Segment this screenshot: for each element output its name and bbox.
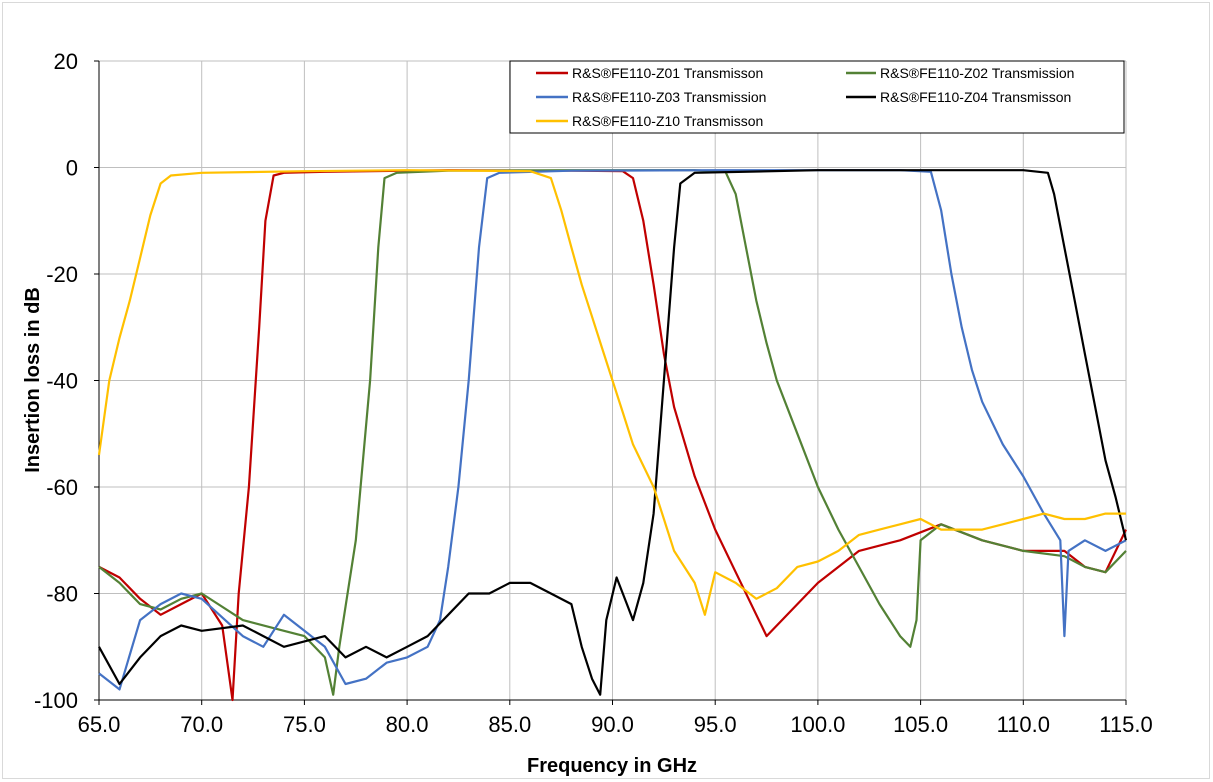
axes — [94, 60, 1127, 705]
legend-box — [509, 60, 1125, 134]
y-tick-label: 0 — [66, 156, 78, 181]
tick-labels: 65.0 70.0 75.0 80.0 85.0 90.0 95.0 100.0 105.0 11… — [34, 49, 1153, 737]
x-tick-label: 110.0 — [997, 712, 1050, 737]
gridlines — [99, 60, 1127, 700]
x-tick-label: 75.0 — [283, 712, 326, 737]
x-tick-label: 90.0 — [591, 712, 634, 737]
x-tick-label: 95.0 — [694, 712, 737, 737]
y-tick-label: -60 — [46, 475, 78, 500]
series-lines — [97, 169, 1128, 702]
x-tick-label: 85.0 — [488, 712, 531, 737]
legend-label-z10: R&S®FE110-Z10 Transmisson — [572, 113, 763, 129]
x-tick-label: 105.0 — [893, 712, 948, 737]
x-axis-title: Frequency in GHz — [527, 755, 697, 777]
legend-label-z03: R&S®FE110-Z03 Transmission — [572, 89, 766, 105]
x-tick-label: 65.0 — [78, 712, 121, 737]
legend-label-z04: R&S®FE110-Z04 Transmisson — [880, 89, 1071, 105]
x-tick-label: 80.0 — [386, 712, 429, 737]
series-line-z02 — [98, 169, 1127, 696]
x-tick-label: 100.0 — [790, 712, 845, 737]
y-tick-label: -80 — [46, 582, 78, 607]
y-tick-label: -100 — [34, 688, 78, 713]
legend: R&S®FE110-Z01 Transmisson R&S®FE110-Z02 … — [509, 60, 1125, 134]
legend-label-z01: R&S®FE110-Z01 Transmisson — [572, 65, 763, 81]
series-line-z03 — [98, 169, 1127, 691]
series-line-z04 — [98, 169, 1128, 696]
y-tick-label: 20 — [54, 49, 78, 74]
y-axis-title: Insertion loss in dB — [22, 287, 44, 473]
y-tick-label: -40 — [46, 369, 78, 394]
series-line-z10 — [97, 169, 1126, 616]
x-tick-label: 115.0 — [1099, 712, 1152, 737]
x-tick-label: 70.0 — [180, 712, 223, 737]
y-tick-label: -20 — [46, 262, 78, 287]
legend-label-z02: R&S®FE110-Z02 Transmission — [880, 65, 1074, 81]
